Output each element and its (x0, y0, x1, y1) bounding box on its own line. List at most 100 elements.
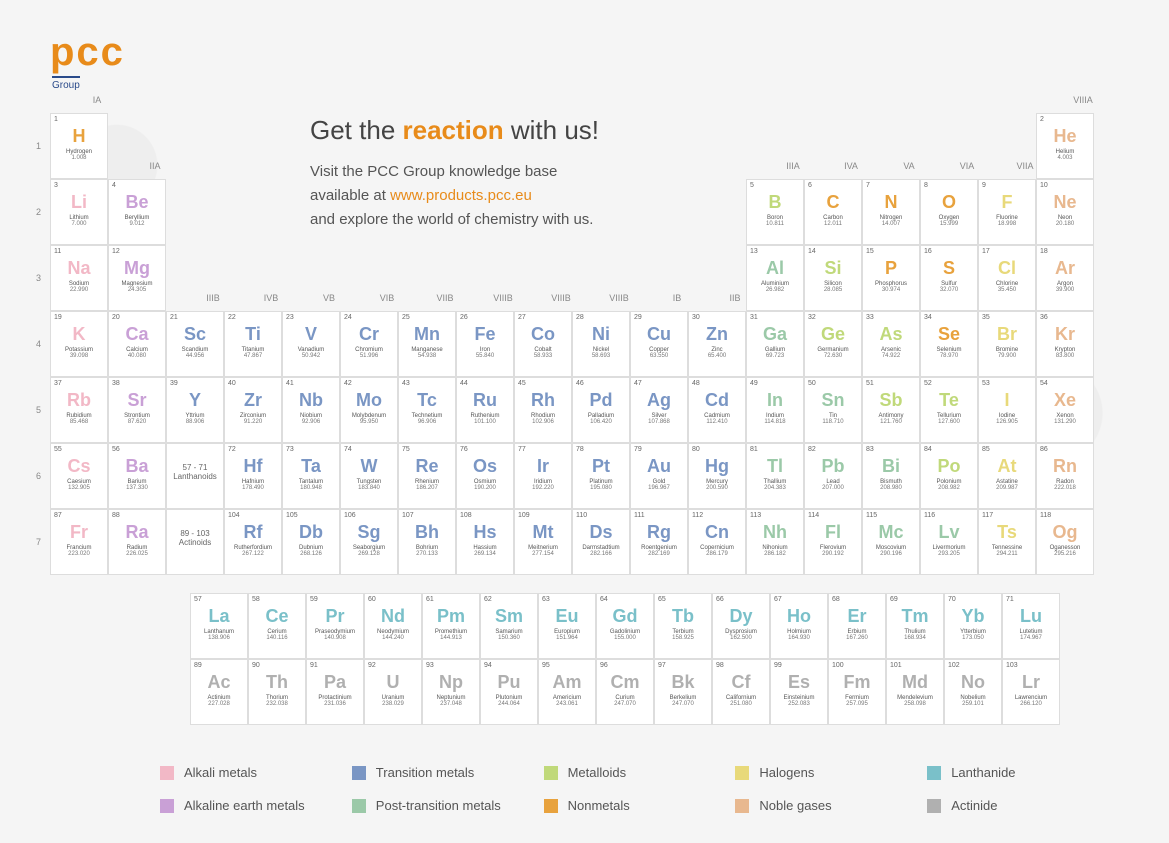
element-cell: 21ScScandium44.956 (166, 311, 224, 377)
atomic-number: 45 (518, 380, 568, 387)
atomic-number: 90 (252, 662, 302, 669)
atomic-mass: 7.000 (54, 221, 104, 227)
legend-item: Post-transition metals (352, 798, 544, 813)
atomic-mass: 101.100 (460, 419, 510, 425)
atomic-mass: 24.305 (112, 287, 162, 293)
legend-label: Metalloids (568, 765, 627, 780)
element-symbol: Rn (1040, 457, 1090, 477)
atomic-number: 96 (600, 662, 650, 669)
atomic-number: 110 (576, 512, 626, 519)
logo-text: pcc (50, 30, 125, 74)
atomic-number: 21 (170, 314, 220, 321)
atomic-mass: 137.330 (112, 485, 162, 491)
atomic-number: 75 (402, 446, 452, 453)
element-symbol: Pa (310, 673, 360, 693)
atomic-number: 63 (542, 596, 592, 603)
atomic-number: 4 (112, 182, 162, 189)
atomic-number: 59 (310, 596, 360, 603)
atomic-number: 72 (228, 446, 278, 453)
element-cell: 17ClChlorine35.450 (978, 245, 1036, 311)
element-cell: 67HoHolmium164.930 (770, 593, 828, 659)
element-symbol: Au (634, 457, 684, 477)
atomic-number: 74 (344, 446, 394, 453)
element-symbol: Cf (716, 673, 766, 693)
atomic-number: 23 (286, 314, 336, 321)
atomic-mass: 282.169 (634, 551, 684, 557)
atomic-number: 19 (54, 314, 104, 321)
atomic-number: 39 (170, 380, 220, 387)
element-cell: 58CeCerium140.116 (248, 593, 306, 659)
atomic-mass: 1.008 (54, 155, 104, 161)
element-cell: 75ReRhenium186.207 (398, 443, 456, 509)
element-symbol: No (948, 673, 998, 693)
f-block: 57LaLanthanum138.90658CeCerium140.11659P… (190, 593, 1119, 725)
atomic-mass: 227.028 (194, 701, 244, 707)
element-symbol: Ra (112, 523, 162, 543)
atomic-number: 84 (924, 446, 974, 453)
logo: pcc Group (50, 30, 1119, 93)
element-symbol: Mc (866, 523, 916, 543)
legend-item: Noble gases (735, 798, 927, 813)
atomic-number: 107 (402, 512, 452, 519)
atomic-number: 14 (808, 248, 858, 255)
element-cell: 82PbLead207.000 (804, 443, 862, 509)
atomic-mass: 72.630 (808, 353, 858, 359)
atomic-number: 30 (692, 314, 742, 321)
element-symbol: Te (924, 391, 974, 411)
atomic-number: 65 (658, 596, 708, 603)
atomic-mass: 96.906 (402, 419, 452, 425)
atomic-mass: 237.048 (426, 701, 476, 707)
element-symbol: Xe (1040, 391, 1090, 411)
element-symbol: Ag (634, 391, 684, 411)
element-cell: 83BiBismuth208.980 (862, 443, 920, 509)
atomic-number: 98 (716, 662, 766, 669)
atomic-number: 27 (518, 314, 568, 321)
atomic-mass: 286.179 (692, 551, 742, 557)
atomic-mass: 10.811 (750, 221, 800, 227)
element-symbol: Am (542, 673, 592, 693)
element-cell: 29CuCopper63.550 (630, 311, 688, 377)
atomic-mass: 207.000 (808, 485, 858, 491)
legend-swatch (927, 799, 941, 813)
atomic-number: 9 (982, 182, 1032, 189)
atomic-number: 71 (1006, 596, 1056, 603)
legend-swatch (544, 799, 558, 813)
element-symbol: Se (924, 325, 974, 345)
element-symbol: B (750, 193, 800, 213)
atomic-number: 111 (634, 512, 684, 519)
atomic-number: 33 (866, 314, 916, 321)
element-name: Darmstadtium (576, 545, 626, 551)
element-cell: 12MgMagnesium24.305 (108, 245, 166, 311)
atomic-mass: 30.974 (866, 287, 916, 293)
element-cell: 72HfHafnium178.490 (224, 443, 282, 509)
atomic-mass: 244.064 (484, 701, 534, 707)
element-cell: 5BBoron10.811 (746, 179, 804, 245)
element-symbol: Tm (890, 607, 940, 627)
legend-swatch (352, 799, 366, 813)
legend-label: Noble gases (759, 798, 831, 813)
atomic-number: 20 (112, 314, 162, 321)
atomic-mass: 192.220 (518, 485, 568, 491)
legend-label: Actinide (951, 798, 997, 813)
atomic-number: 97 (658, 662, 708, 669)
element-name: Mendelevium (890, 695, 940, 701)
element-cell: 88RaRadium226.025 (108, 509, 166, 575)
period-label: 3 (36, 245, 41, 311)
atomic-number: 29 (634, 314, 684, 321)
element-symbol: Hs (460, 523, 510, 543)
atomic-number: 25 (402, 314, 452, 321)
atomic-mass: 208.982 (924, 485, 974, 491)
atomic-mass: 144.913 (426, 635, 476, 641)
legend-item: Metalloids (544, 765, 736, 780)
element-symbol: As (866, 325, 916, 345)
atomic-mass: 85.468 (54, 419, 104, 425)
atomic-mass: 58.933 (518, 353, 568, 359)
element-symbol: S (924, 259, 974, 279)
element-symbol: Kr (1040, 325, 1090, 345)
element-symbol: Sm (484, 607, 534, 627)
atomic-number: 100 (832, 662, 882, 669)
atomic-number: 104 (228, 512, 278, 519)
atomic-mass: 74.922 (866, 353, 916, 359)
atomic-mass: 174.967 (1006, 635, 1056, 641)
atomic-number: 69 (890, 596, 940, 603)
